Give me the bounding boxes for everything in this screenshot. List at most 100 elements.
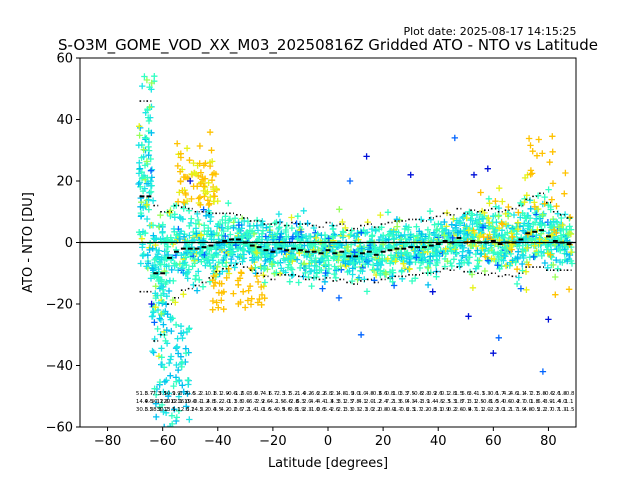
x-tick-label: 60: [485, 434, 502, 449]
scatter-point: [274, 260, 282, 267]
scatter-point: [495, 334, 502, 341]
scatter-point: [321, 238, 328, 245]
bin-stat-text: 7.1: [461, 399, 470, 405]
scatter-point: [188, 195, 195, 203]
scatter-point: [260, 265, 268, 273]
scatter-point: [441, 232, 448, 239]
scatter-point: [358, 253, 365, 260]
bin-stat-text: 7.8: [351, 399, 360, 405]
scatter-point: [230, 290, 237, 297]
scatter-point: [495, 213, 502, 220]
scatter-point: [148, 166, 156, 173]
scatter-point: [431, 231, 439, 238]
scatter-point: [158, 238, 165, 245]
scatter-point: [523, 286, 530, 293]
scatter-point: [246, 227, 254, 234]
scatter-point: [558, 214, 565, 222]
scatter-point: [523, 215, 530, 222]
y-tick-label: 0: [65, 236, 73, 251]
bin-stat-text: 1.1: [517, 391, 526, 397]
scatter-point: [474, 257, 481, 264]
bin-stat-text: -4.1: [412, 399, 423, 405]
scatter-point: [429, 288, 436, 295]
scatter-point: [486, 200, 493, 207]
scatter-point: [143, 180, 151, 187]
scatter-point: [190, 159, 197, 167]
scatter-point: [142, 136, 149, 143]
scatter-point: [163, 377, 170, 384]
scatter-point: [456, 260, 463, 267]
scatter-point: [535, 205, 542, 213]
scatter-point: [498, 220, 505, 227]
scatter-point: [184, 377, 192, 384]
scatter-point: [232, 259, 240, 267]
y-tick-label: 60: [56, 52, 73, 67]
bin-stat-text: 2.0: [482, 407, 491, 413]
bin-stat-text: 16.0: [177, 399, 190, 405]
scatter-point: [183, 145, 191, 152]
bin-stat-text: -6.6: [309, 391, 320, 397]
x-tick-label: −60: [149, 434, 176, 449]
scatter-point: [144, 174, 151, 182]
bin-stat-text: 2.6: [262, 399, 271, 405]
bin-stat-text: -0.5: [529, 407, 540, 413]
scatter-point: [147, 240, 154, 247]
scatter-point: [246, 283, 254, 290]
scatter-point: [218, 297, 225, 304]
scatter-point: [143, 158, 150, 165]
scatter-point: [312, 254, 319, 262]
scatter-point: [552, 273, 559, 281]
scatter-point: [502, 210, 509, 218]
scatter-point: [141, 73, 148, 80]
scatter-point: [201, 183, 209, 191]
bin-stat-text: 2.6: [331, 407, 340, 413]
scatter-point: [418, 230, 425, 238]
scatter-point: [166, 209, 173, 216]
bin-stat-text: 1.9: [517, 407, 526, 413]
scatter-point: [484, 257, 492, 264]
scatter-point: [188, 170, 195, 178]
scatter-point: [176, 230, 184, 237]
scatter-point: [534, 192, 542, 199]
scatter-point: [426, 208, 434, 215]
scatter-point: [525, 261, 532, 268]
scatter-point: [259, 227, 267, 234]
scatter-point: [138, 175, 146, 182]
scatter-point: [442, 226, 450, 233]
scatter-point: [208, 236, 215, 243]
bin-stat-text: 5.2: [213, 399, 222, 405]
bin-stat-text: 3.9: [544, 399, 553, 405]
bin-stat-text: 3.1: [337, 399, 346, 405]
scatter-point: [473, 219, 480, 226]
bin-stat-text: -2.0: [219, 399, 230, 405]
scatter-point: [266, 223, 273, 230]
scatter-point: [175, 393, 183, 400]
scatter-point: [145, 206, 152, 213]
scatter-point: [390, 235, 397, 243]
bin-stat-text: 5.2: [193, 391, 202, 397]
scatter-point: [494, 250, 502, 257]
bin-stat-text: 3.3: [344, 407, 353, 413]
scatter-point: [136, 179, 143, 186]
bin-stat-text: -6.7: [247, 399, 258, 405]
scatter-point: [258, 283, 265, 291]
scatter-point: [288, 224, 296, 232]
scatter-point: [157, 212, 164, 219]
bin-stat-text: -1.2: [199, 399, 210, 405]
scatter-point: [209, 257, 217, 264]
scatter-point: [180, 388, 187, 395]
x-axis-ticks: −80 −60 −40 −20 0 20 40 60 80: [94, 427, 557, 449]
bin-stat-text: -1.6: [261, 407, 272, 413]
bin-stat-text: 1.0: [393, 391, 402, 397]
y-tick-label: 20: [56, 175, 73, 190]
scatter-point: [425, 264, 432, 272]
y-tick-label: −40: [46, 359, 73, 374]
scatter-point: [206, 129, 214, 136]
scatter-point: [150, 349, 157, 356]
x-tick-label: 80: [540, 434, 557, 449]
scatter-point: [158, 345, 165, 352]
bin-stat-text: -3.9: [419, 399, 430, 405]
bin-stat-text: 1.4: [248, 407, 257, 413]
scatter-point: [513, 266, 521, 273]
scatter-point: [329, 233, 337, 240]
